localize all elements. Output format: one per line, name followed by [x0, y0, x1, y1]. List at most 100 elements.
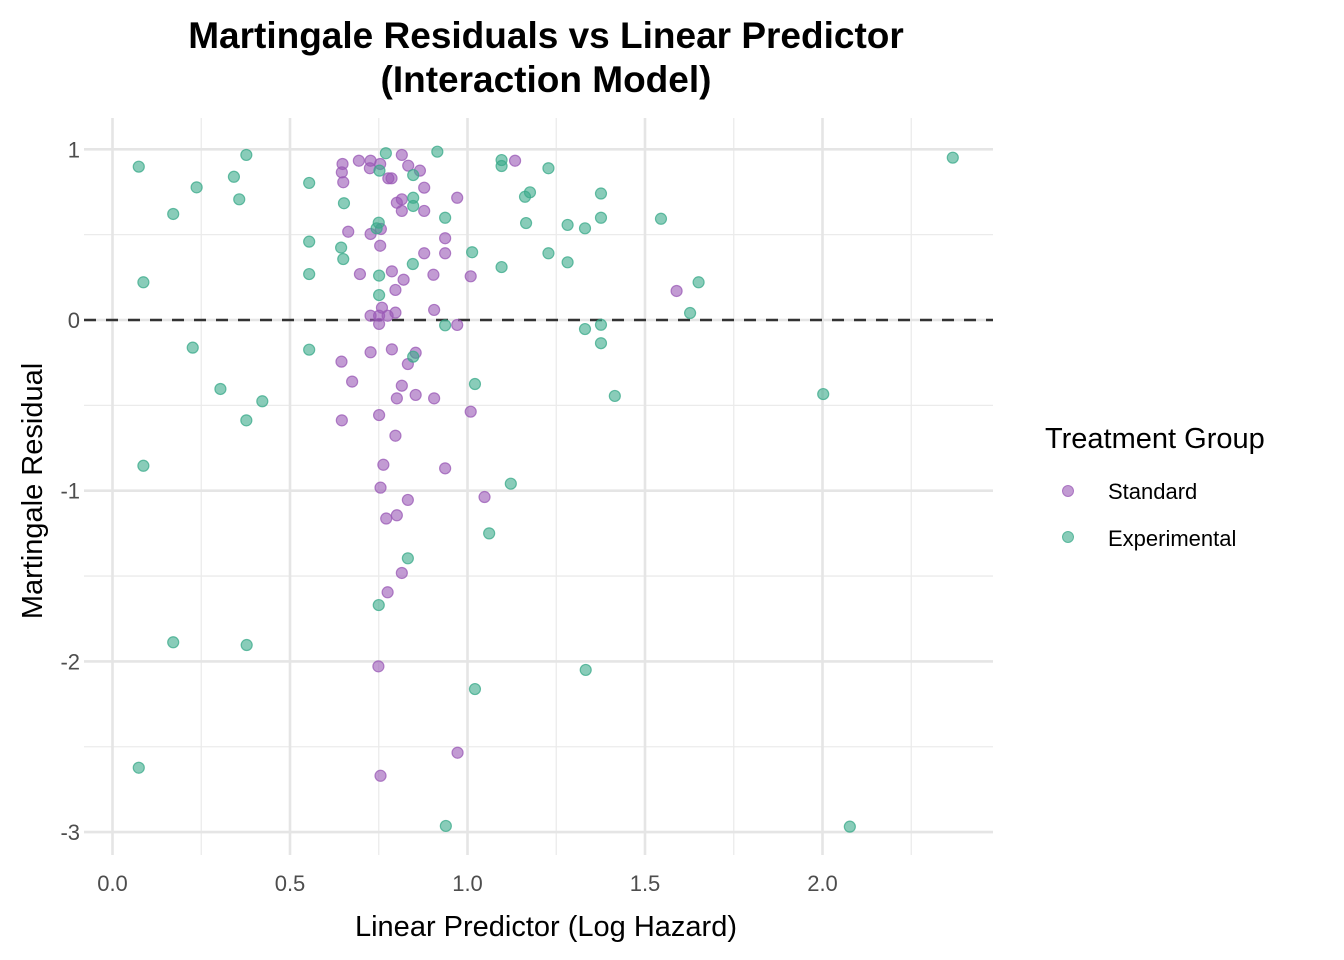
point-experimental: [466, 246, 479, 259]
point-experimental: [240, 414, 253, 427]
legend-label-experimental: Experimental: [1108, 526, 1236, 551]
point-standard: [508, 154, 522, 167]
chart-subtitle: (Interaction Model): [381, 59, 712, 100]
point-standard: [385, 265, 398, 278]
point-experimental: [439, 211, 452, 224]
x-tick-label: 1.5: [630, 871, 661, 896]
point-experimental: [594, 211, 608, 224]
x-axis-ticks: 0.0 0.5 1.0 1.5 2.0: [97, 871, 838, 896]
x-tick-label: 0.5: [275, 871, 306, 896]
point-experimental: [373, 269, 386, 282]
point-standard: [372, 660, 385, 673]
point-standard: [428, 303, 441, 317]
point-experimental: [683, 306, 697, 320]
point-standard: [335, 414, 348, 427]
x-tick-label: 0.0: [97, 871, 128, 896]
point-standard: [439, 232, 452, 245]
y-tick-label: 1: [68, 137, 80, 162]
point-experimental: [132, 160, 145, 173]
point-experimental: [137, 276, 150, 289]
point-experimental: [817, 387, 830, 401]
point-experimental: [439, 319, 452, 332]
point-experimental: [608, 389, 621, 403]
point-standard: [451, 191, 464, 204]
point-standard: [427, 268, 440, 281]
y-tick-label: 0: [68, 308, 80, 333]
point-standard: [418, 247, 431, 260]
point-standard: [390, 392, 403, 405]
point-experimental: [594, 337, 608, 350]
x-axis-title: Linear Predictor (Log Hazard): [355, 911, 737, 943]
point-standard: [352, 154, 365, 167]
point-standard: [418, 204, 431, 218]
point-experimental: [407, 199, 420, 213]
point-standard: [385, 343, 398, 356]
y-tick-label: -2: [60, 649, 80, 674]
point-standard: [390, 509, 403, 522]
y-tick-label: -3: [60, 820, 80, 845]
point-standard: [373, 317, 386, 331]
point-experimental: [594, 187, 608, 200]
point-standard: [346, 375, 359, 388]
point-standard: [395, 204, 408, 218]
point-experimental: [579, 663, 592, 677]
point-experimental: [337, 197, 351, 210]
point-experimental: [256, 395, 269, 408]
point-standard: [373, 408, 386, 422]
point-standard: [395, 193, 408, 206]
point-experimental: [303, 176, 316, 190]
point-experimental: [370, 222, 383, 235]
point-experimental: [561, 218, 574, 232]
point-standard: [409, 388, 422, 402]
point-experimental: [468, 377, 482, 391]
point-experimental: [946, 151, 959, 164]
point-standard: [439, 247, 452, 260]
legend-marker-experimental: [1062, 531, 1074, 543]
point-standard: [451, 746, 464, 759]
point-experimental: [132, 761, 145, 774]
point-experimental: [337, 252, 350, 266]
point-standard: [353, 267, 367, 281]
point-experimental: [379, 147, 392, 160]
point-standard: [464, 405, 477, 418]
point-standard: [374, 481, 387, 494]
point-standard: [395, 148, 408, 162]
point-experimental: [137, 459, 150, 472]
y-tick-label: -1: [60, 479, 80, 504]
point-experimental: [407, 350, 420, 363]
point-experimental: [214, 382, 227, 396]
point-experimental: [233, 193, 246, 206]
point-experimental: [373, 164, 386, 177]
point-standard: [464, 270, 477, 283]
point-standard: [451, 318, 464, 332]
point-experimental: [186, 341, 199, 354]
point-standard: [335, 166, 348, 179]
point-experimental: [483, 527, 496, 540]
point-standard: [478, 490, 491, 504]
point-experimental: [373, 288, 386, 302]
legend-title: Treatment Group: [1045, 423, 1265, 455]
point-experimental: [468, 682, 482, 696]
point-experimental: [519, 216, 533, 230]
point-standard: [342, 225, 355, 238]
point-standard: [401, 493, 414, 507]
point-standard: [374, 769, 387, 782]
point-experimental: [523, 186, 537, 199]
point-experimental: [504, 477, 517, 490]
point-standard: [418, 181, 431, 194]
point-experimental: [240, 638, 253, 652]
point-experimental: [190, 181, 203, 194]
point-experimental: [401, 552, 414, 565]
point-standard: [337, 176, 350, 189]
point-standard: [377, 458, 390, 471]
point-experimental: [561, 256, 574, 269]
point-experimental: [692, 276, 705, 289]
y-axis-title: Martingale Residual: [17, 363, 49, 619]
point-standard: [395, 566, 408, 580]
x-tick-label: 2.0: [807, 871, 838, 896]
point-experimental: [407, 168, 420, 182]
point-standard: [397, 273, 410, 286]
legend-marker-standard: [1062, 485, 1074, 497]
point-experimental: [303, 343, 316, 356]
